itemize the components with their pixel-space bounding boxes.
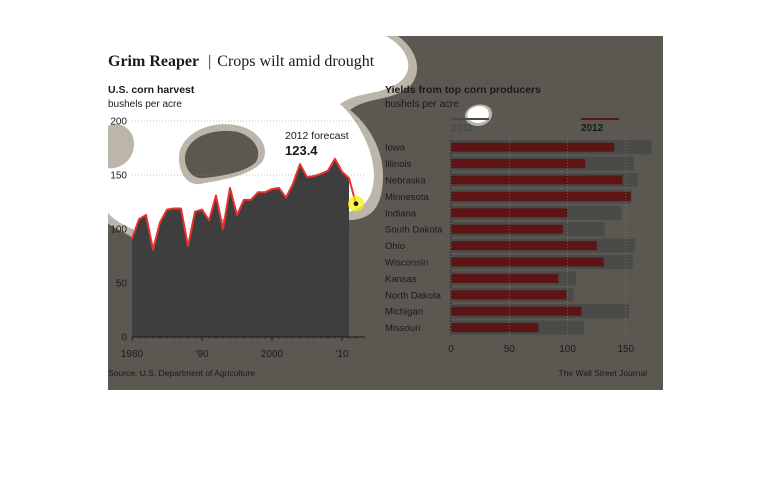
harvest-point: [313, 175, 315, 177]
bar-2012: [451, 241, 597, 251]
legend-2012-label: 2012: [581, 123, 604, 134]
bar-2012: [451, 208, 568, 218]
bar-x-tick-label: 50: [504, 344, 516, 355]
y-tick-label: 200: [110, 117, 127, 128]
credit: The Wall Street Journal: [559, 368, 648, 378]
bar-x-tick-label: 100: [559, 344, 576, 355]
title-rest: Crops wilt amid drought: [217, 53, 374, 70]
harvest-point: [173, 207, 175, 210]
bar-2012: [451, 191, 631, 201]
source-note: Source: U.S. Department of Agriculture: [108, 368, 255, 378]
line-chart-units: bushels per acre: [108, 99, 182, 110]
legend: 2011 2012: [451, 118, 619, 134]
harvest-point: [187, 245, 189, 248]
bar-category-label: North Dakota: [385, 290, 442, 301]
bar-category-label: Kansas: [385, 274, 417, 285]
bar-x-tick-label: 150: [618, 344, 635, 355]
line-chart-title: U.S. corn harvest: [108, 84, 195, 96]
y-tick-label: 50: [116, 279, 128, 290]
harvest-point: [138, 218, 140, 221]
title-separator: |: [204, 53, 215, 70]
harvest-point: [229, 187, 231, 189]
bar-2012: [451, 273, 559, 283]
harvest-point: [201, 208, 203, 211]
title-bold: Grim Reaper: [108, 53, 199, 70]
harvest-point: [180, 207, 182, 210]
bar-category-label: Illinois: [385, 159, 412, 170]
bar-category-label: Michigan: [385, 307, 423, 318]
harvest-point: [327, 169, 329, 172]
harvest-point: [320, 173, 322, 175]
x-tick-label: 1980: [121, 349, 144, 360]
bar-2012: [451, 159, 586, 169]
harvest-point: [159, 221, 161, 224]
line-chart: 1980 '90 2000 '10 0 50 100 150 200: [110, 117, 365, 360]
y-tick-label: 100: [110, 225, 127, 236]
harvest-point: [194, 210, 196, 213]
harvest-point: [292, 182, 294, 185]
harvest-area: [132, 158, 349, 337]
harvest-point: [341, 170, 343, 173]
x-tick-label: '90: [195, 349, 208, 360]
bar-2012: [451, 290, 567, 300]
bar-category-label: Ohio: [385, 241, 405, 252]
bar-2012: [451, 257, 604, 267]
blob-corner-shadow: [108, 124, 134, 169]
forecast-point: [353, 201, 359, 207]
bar-category-label: Minnesota: [385, 192, 430, 203]
harvest-point: [243, 199, 245, 201]
bar-2012: [451, 142, 615, 152]
harvest-point: [257, 191, 259, 194]
bar-category-label: Indiana: [385, 208, 417, 219]
bar-category-label: Iowa: [385, 143, 406, 154]
forecast-label: 2012 forecast: [285, 130, 349, 142]
bar-category-label: Wisconsin: [385, 258, 428, 269]
harvest-point: [215, 194, 217, 197]
legend-2011-label: 2011: [451, 123, 473, 134]
x-tick-label: 2000: [261, 349, 284, 360]
harvest-point: [166, 208, 168, 211]
harvest-point: [236, 214, 238, 216]
bar-2012: [451, 175, 623, 185]
harvest-point: [271, 188, 273, 190]
bar-category-label: Missouri: [385, 323, 420, 334]
bar-chart-title: Yields from top corn producers: [385, 84, 541, 96]
harvest-point: [222, 228, 224, 230]
bar-chart-units: bushels per acre: [385, 99, 459, 110]
harvest-point: [208, 219, 210, 222]
x-tick-label: '10: [335, 349, 348, 360]
harvest-point: [278, 187, 280, 189]
chart-title: Grim Reaper | Crops wilt amid drought: [108, 53, 375, 70]
bar-2012: [451, 224, 563, 234]
harvest-point: [145, 214, 147, 216]
harvest-point: [152, 248, 154, 251]
forecast-value: 123.4: [285, 143, 318, 158]
harvest-point: [250, 199, 252, 201]
y-tick-label: 150: [110, 171, 127, 182]
y-tick-label: 0: [121, 333, 127, 344]
bar-x-tick-label: 0: [448, 344, 454, 355]
bar-category-label: South Dakota: [385, 225, 443, 236]
bar-2012: [451, 323, 539, 333]
harvest-point: [306, 176, 308, 178]
harvest-point: [299, 163, 301, 165]
harvest-point: [285, 196, 287, 199]
harvest-point: [334, 158, 336, 160]
bar-category-label: Nebraska: [385, 176, 426, 187]
harvest-point: [348, 177, 350, 180]
blob-hole: [184, 130, 259, 179]
bar-chart: Iowa Illinois Nebraska Minnesota Indiana Sout…: [385, 139, 652, 355]
harvest-point: [131, 237, 133, 240]
bar-2012: [451, 306, 582, 316]
harvest-point: [264, 191, 266, 194]
